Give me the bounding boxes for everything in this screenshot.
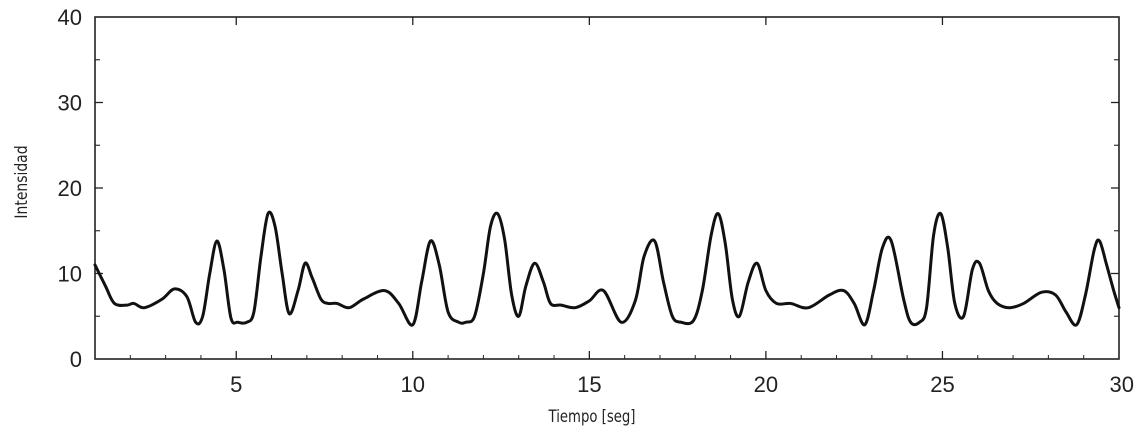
x-axis: 5 10 15 20 25 30 <box>94 17 1134 397</box>
y-tick-label: 40 <box>58 5 82 30</box>
y-tick-label: 30 <box>58 91 82 116</box>
y-axis: 0 10 20 30 40 <box>58 5 1119 372</box>
x-tick-label: 30 <box>1110 372 1134 397</box>
x-tick-label: 25 <box>930 372 954 397</box>
x-axis-label: Tiempo [seg] <box>548 406 636 426</box>
x-tick-label: 15 <box>577 372 601 397</box>
y-tick-label: 20 <box>58 176 82 201</box>
y-tick-label: 10 <box>58 262 82 287</box>
x-tick-label: 20 <box>754 372 778 397</box>
x-tick-label: 5 <box>230 372 242 397</box>
y-tick-label: 0 <box>70 347 82 372</box>
y-axis-label: Intensidad <box>12 145 32 218</box>
series-line <box>93 210 1121 327</box>
x-tick-label: 10 <box>401 372 425 397</box>
